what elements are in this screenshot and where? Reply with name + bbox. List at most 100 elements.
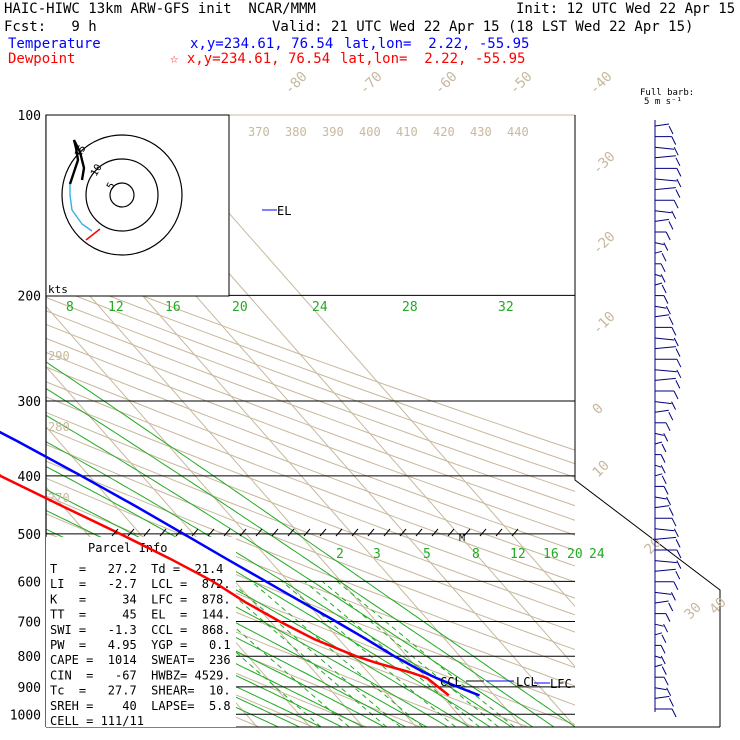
wind-barb [654,441,667,453]
hodograph-ring-5 [109,182,135,208]
isotherm-label: 20 [642,535,665,558]
freezing-hatch [159,528,167,537]
barb-flag [668,698,674,707]
barb-staff [654,178,677,182]
freezing-hatch [399,528,407,537]
temperature-xy: x,y=234.61, 76.54 [190,36,334,52]
wind-barb [655,549,682,559]
isotherm-label: 10 [590,458,613,481]
pressure-label: 300 [18,395,41,410]
wind-barb [654,210,677,220]
barb-staff [654,536,677,540]
wind-barb [654,623,669,633]
isotherm-label: 0 [590,401,607,418]
barb-flag [663,295,669,304]
wind-barb [654,473,667,485]
barb-flag [665,231,671,241]
wind-barb [655,199,679,209]
mixing-ratio-label-upper: 28 [402,300,418,315]
barb-staff [654,505,670,509]
isotherm-label: -70 [357,69,386,98]
freezing-hatch [207,528,215,537]
wind-barb [654,146,679,156]
pressure-label: 400 [18,470,41,485]
freezing-hatch [303,528,311,537]
dry-adiabat [46,381,575,583]
dry-adiabat [46,323,575,521]
wind-barb [654,305,671,315]
barb-staff [654,695,670,699]
freezing-hatch [255,528,263,537]
barb-flag [668,411,674,421]
mixing-ratio-label-upper: 20 [232,300,248,315]
valid-time: Valid: 21 UTC Wed 22 Apr 15 (18 LST Wed … [272,19,694,35]
freezing-hatch [191,528,199,537]
barb-flag [660,274,666,283]
wind-barb [655,676,669,686]
pressure-label: 600 [18,575,41,590]
lcl-label: LCL [516,675,538,689]
melting-level-label: M [459,533,465,544]
wind-barb [655,136,677,145]
hodograph-trace-upper [68,139,86,185]
wind-barb [655,613,671,622]
barb-flag [673,581,679,591]
barb-flag [665,613,671,622]
parcel-row: TT = 45 EL = 144. [50,608,231,622]
freezing-hatch [287,528,295,537]
barb-flag [660,454,666,463]
parcel-title: Parcel Info [88,541,167,555]
barb-flag [660,464,666,474]
barb-flag [676,168,682,177]
mixing-ratio-line [229,580,401,727]
freezing-hatch [175,528,183,537]
barb-staff [654,369,677,373]
dry-adiabat [46,283,575,478]
barb-staff [654,560,677,564]
isotherm-label: -50 [507,69,536,98]
barb-flag [660,645,666,654]
freezing-hatch [143,528,151,537]
wind-barb [654,664,667,675]
wind-barb [655,231,671,241]
wind-barb [654,346,681,357]
isotherm [46,365,364,727]
barb-staff [654,464,662,468]
freezing-hatch [127,528,135,537]
pressure-label: 900 [18,681,41,696]
pressure-label: 700 [18,615,41,630]
dry-adiabat [46,444,575,651]
parcel-panel-bg [46,537,236,727]
barb-flag [675,157,681,167]
barb-flag [676,178,682,188]
dry-adiabat [46,411,575,616]
level-annotations: EL CCL LCL LFC M [111,204,572,691]
wind-barb [654,536,681,548]
freezing-hatch [111,528,119,537]
barb-staff [654,496,667,500]
mixing-ratio-label-upper: 24 [312,300,328,315]
barb-flag [670,592,676,601]
ccl-label: CCL [440,675,462,689]
hodograph-trace-low [69,184,93,232]
isotherm-label: -60 [432,69,461,98]
mixing-ratio-line [250,580,424,727]
wind-barb [654,409,674,421]
barb-staff [654,305,667,309]
temperature-latlon: lat,lon= 2.22, -55.95 [344,36,530,52]
parcel-row: SREH = 40 LAPSE= 5.8 [50,699,231,713]
chart-title: HAIC-HIWC 13km ARW-GFS init NCAR/MMM [4,1,316,17]
wind-barb [654,401,677,410]
barb-flag [663,433,669,442]
dry-adiabat [46,258,575,451]
dry-adiabat [46,271,575,465]
moist-adiabat [46,361,575,727]
barb-flag [665,422,671,432]
barb-flag [663,623,669,633]
barb-flag [673,337,679,347]
mixing-ratio-line [303,580,480,727]
freezing-hatch [511,528,519,537]
theta-label: 420 [433,125,455,139]
isotherm-label: -80 [282,69,311,98]
wind-barb [654,250,667,262]
